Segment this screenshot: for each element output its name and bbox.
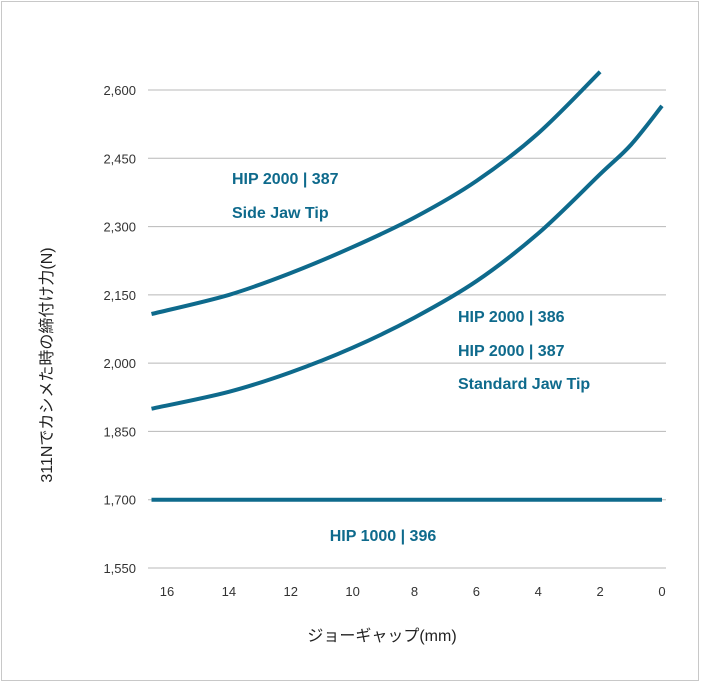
x-tick-label: 2	[597, 584, 604, 599]
x-tick-label: 4	[535, 584, 542, 599]
grid-lines	[148, 89, 666, 569]
x-tick-label: 12	[284, 584, 298, 599]
y-tick-label: 2,300	[103, 220, 136, 235]
annotation-side-jaw-line-1: HIP 2000 | 387	[232, 171, 339, 188]
x-tick-label: 0	[658, 584, 665, 599]
y-axis-label: 311Nでカシメた時の締付け力(N)	[38, 247, 56, 482]
y-tick-label: 2,450	[103, 151, 136, 166]
series-line-side-jaw	[151, 70, 602, 316]
y-tick-label: 1,850	[103, 424, 136, 439]
annotation-hip1000: HIP 1000 | 396	[330, 528, 437, 545]
series-line-standard-jaw	[151, 104, 664, 411]
annotation-standard-jaw-line-1: HIP 2000 | 386	[458, 309, 565, 326]
x-tick-label: 14	[222, 584, 236, 599]
annotation-standard-jaw-line-2: HIP 2000 | 387	[458, 343, 565, 360]
y-tick-label: 1,700	[103, 493, 136, 508]
y-tick-label: 1,550	[103, 561, 136, 576]
annotation-standard-jaw-line-3: Standard Jaw Tip	[458, 376, 590, 393]
y-axis-ticks: 1,550 1,700 1,850 2,000 2,150 2,300 2,450 2,600	[103, 83, 136, 576]
annotation-side-jaw-line-2: Side Jaw Tip	[232, 205, 329, 222]
y-tick-label: 2,000	[103, 356, 136, 371]
x-tick-label: 8	[411, 584, 418, 599]
y-tick-label: 2,600	[103, 83, 136, 98]
x-axis-label: ジョーギャップ(mm)	[307, 627, 456, 645]
x-tick-label: 10	[345, 584, 359, 599]
y-tick-label: 2,150	[103, 288, 136, 303]
x-axis-ticks: 16 14 12 10 8 6 4 2 0	[160, 584, 666, 599]
x-tick-label: 6	[473, 584, 480, 599]
series-lines	[151, 70, 664, 502]
x-tick-label: 16	[160, 584, 174, 599]
